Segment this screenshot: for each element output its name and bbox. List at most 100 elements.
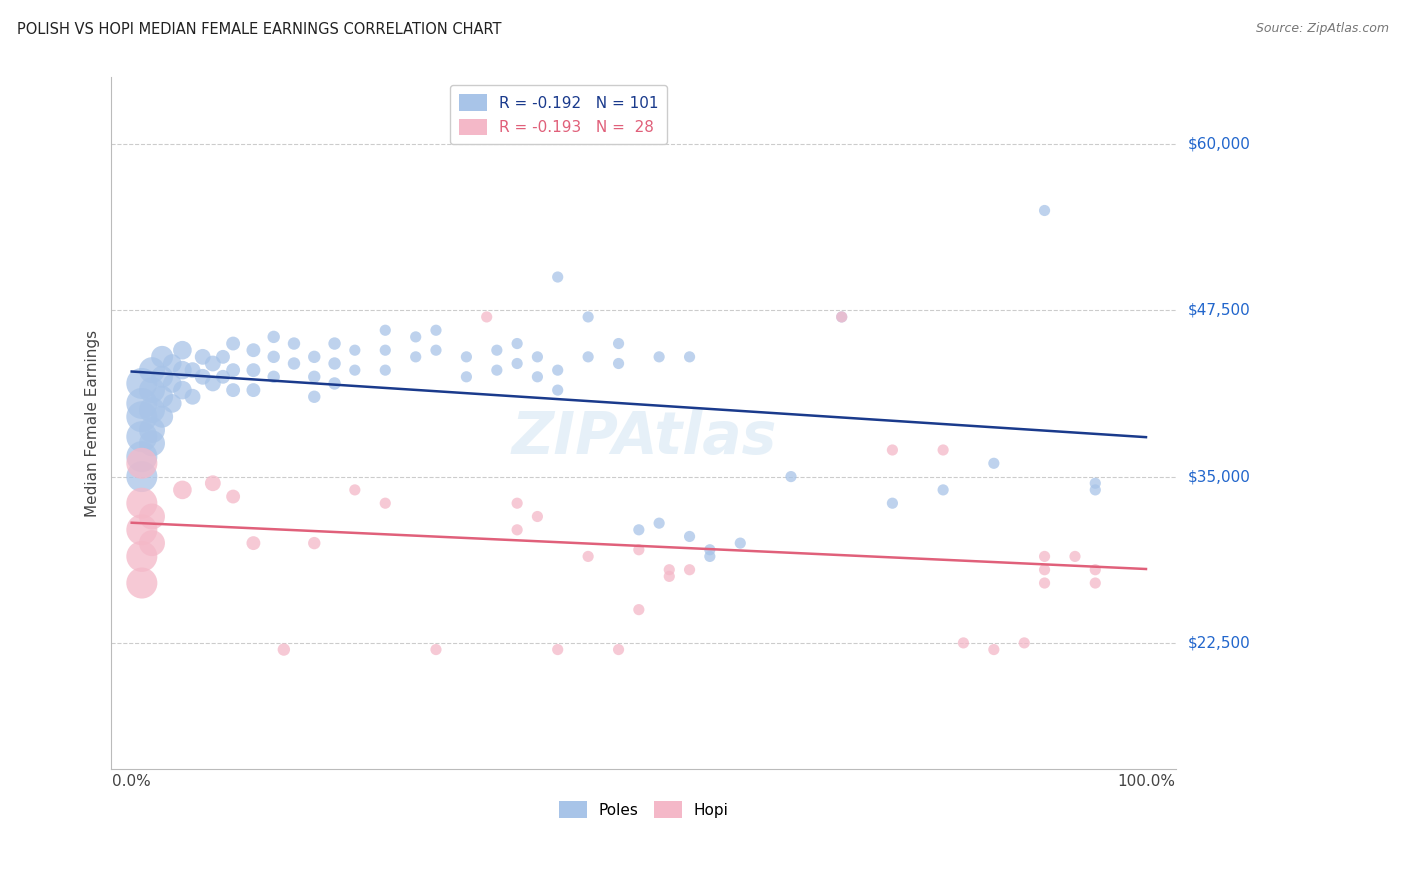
Point — [273, 642, 295, 657]
Point — [222, 336, 245, 351]
Point — [983, 642, 1005, 657]
Point — [150, 390, 173, 404]
Point — [627, 523, 650, 537]
Point — [952, 636, 974, 650]
Point — [162, 357, 184, 371]
Point — [323, 376, 346, 391]
Text: Source: ZipAtlas.com: Source: ZipAtlas.com — [1256, 22, 1389, 36]
Point — [658, 569, 681, 583]
Point — [172, 383, 194, 397]
Point — [678, 529, 700, 543]
Point — [131, 376, 153, 391]
Point — [131, 549, 153, 564]
Point — [131, 496, 153, 510]
Point — [191, 350, 214, 364]
Point — [242, 383, 264, 397]
Point — [506, 336, 529, 351]
Point — [150, 369, 173, 384]
Point — [1033, 203, 1056, 218]
Point — [780, 469, 803, 483]
Point — [932, 483, 955, 497]
Point — [304, 369, 326, 384]
Point — [141, 436, 163, 450]
Text: $47,500: $47,500 — [1188, 302, 1250, 318]
Point — [405, 350, 427, 364]
Point — [141, 423, 163, 437]
Point — [242, 343, 264, 358]
Point — [576, 310, 599, 324]
Point — [882, 496, 904, 510]
Point — [1084, 563, 1107, 577]
Point — [456, 369, 478, 384]
Point — [648, 350, 671, 364]
Point — [343, 483, 366, 497]
Point — [506, 357, 529, 371]
Point — [526, 350, 548, 364]
Point — [831, 310, 853, 324]
Point — [1012, 636, 1035, 650]
Point — [526, 509, 548, 524]
Point — [222, 363, 245, 377]
Point — [323, 357, 346, 371]
Text: $22,500: $22,500 — [1188, 635, 1250, 650]
Y-axis label: Median Female Earnings: Median Female Earnings — [86, 330, 100, 517]
Point — [678, 350, 700, 364]
Point — [141, 363, 163, 377]
Point — [485, 363, 508, 377]
Point — [1033, 576, 1056, 591]
Point — [658, 563, 681, 577]
Point — [576, 549, 599, 564]
Point — [304, 390, 326, 404]
Text: $35,000: $35,000 — [1188, 469, 1250, 484]
Point — [475, 310, 498, 324]
Point — [831, 310, 853, 324]
Point — [983, 456, 1005, 470]
Point — [222, 490, 245, 504]
Point — [1084, 483, 1107, 497]
Point — [506, 523, 529, 537]
Point — [150, 409, 173, 424]
Text: $60,000: $60,000 — [1188, 136, 1250, 152]
Point — [607, 336, 630, 351]
Point — [627, 602, 650, 616]
Point — [547, 383, 569, 397]
Point — [374, 363, 396, 377]
Point — [1033, 549, 1056, 564]
Point — [242, 536, 264, 550]
Point — [201, 376, 224, 391]
Point — [263, 330, 285, 344]
Point — [405, 330, 427, 344]
Point — [212, 350, 235, 364]
Point — [172, 483, 194, 497]
Point — [1084, 576, 1107, 591]
Point — [374, 496, 396, 510]
Point — [172, 343, 194, 358]
Point — [162, 376, 184, 391]
Point — [699, 549, 721, 564]
Point — [242, 363, 264, 377]
Point — [730, 536, 752, 550]
Point — [263, 369, 285, 384]
Point — [131, 576, 153, 591]
Point — [141, 536, 163, 550]
Point — [506, 496, 529, 510]
Point — [283, 357, 305, 371]
Point — [131, 456, 153, 470]
Point — [304, 350, 326, 364]
Point — [323, 336, 346, 351]
Point — [425, 323, 447, 337]
Point — [526, 369, 548, 384]
Point — [283, 336, 305, 351]
Point — [374, 343, 396, 358]
Point — [141, 403, 163, 417]
Point — [882, 442, 904, 457]
Point — [425, 343, 447, 358]
Point — [485, 343, 508, 358]
Point — [1033, 563, 1056, 577]
Point — [131, 409, 153, 424]
Point — [1084, 476, 1107, 491]
Point — [131, 523, 153, 537]
Point — [131, 450, 153, 464]
Point — [607, 642, 630, 657]
Point — [131, 396, 153, 410]
